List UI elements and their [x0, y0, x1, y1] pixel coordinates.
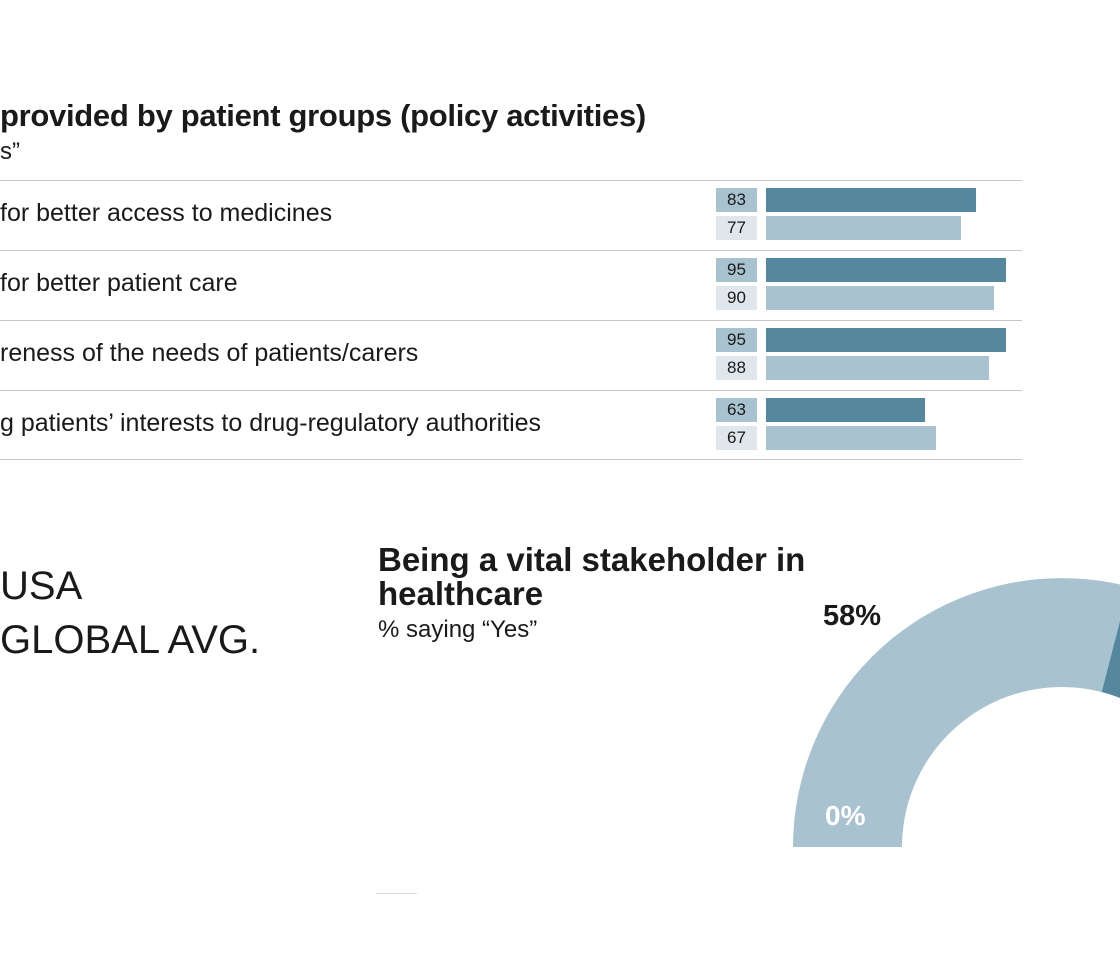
data-label-global: 67: [716, 426, 757, 450]
row-label: reness of the needs of patients/carers: [0, 339, 419, 367]
bar-usa: [766, 398, 926, 422]
row-divider: [0, 459, 1022, 460]
row-label: g patients’ interests to drug-regulatory…: [0, 409, 542, 437]
bar-usa: [766, 258, 1007, 282]
bar-chart-subtitle: s”: [0, 138, 20, 165]
gauge-arc-track: [793, 578, 1120, 847]
bar-usa: [766, 188, 976, 212]
data-label-global: 88: [716, 356, 757, 380]
data-label-usa: 83: [716, 188, 757, 212]
legend-item: USA: [0, 564, 83, 608]
bar-global: [766, 426, 936, 450]
row-label: for better patient care: [0, 269, 238, 297]
data-label-usa: 95: [716, 328, 757, 352]
bar-global: [766, 216, 961, 240]
gauge-arc-value: [1101, 621, 1120, 698]
divider: [376, 893, 417, 894]
legend-item: GLOBAL AVG.: [0, 618, 261, 662]
gauge-value-label: 58%: [823, 600, 882, 632]
data-label-usa: 95: [716, 258, 757, 282]
gauge-title: Being a vital stakeholder in healthcare: [378, 541, 806, 612]
data-label-usa: 63: [716, 398, 757, 422]
bar-global: [766, 356, 989, 380]
bar-chart-title: provided by patient groups (policy activ…: [0, 98, 646, 133]
gauge-min-label: 0%: [825, 800, 866, 831]
data-label-global: 90: [716, 286, 757, 310]
row-divider: [0, 250, 1022, 251]
data-label-global: 77: [716, 216, 757, 240]
row-divider: [0, 390, 1022, 391]
row-label: for better access to medicines: [0, 199, 333, 227]
row-divider: [0, 180, 1022, 181]
row-divider: [0, 320, 1022, 321]
bar-usa: [766, 328, 1007, 352]
bar-global: [766, 286, 994, 310]
gauge-subtitle: % saying “Yes”: [378, 616, 538, 643]
